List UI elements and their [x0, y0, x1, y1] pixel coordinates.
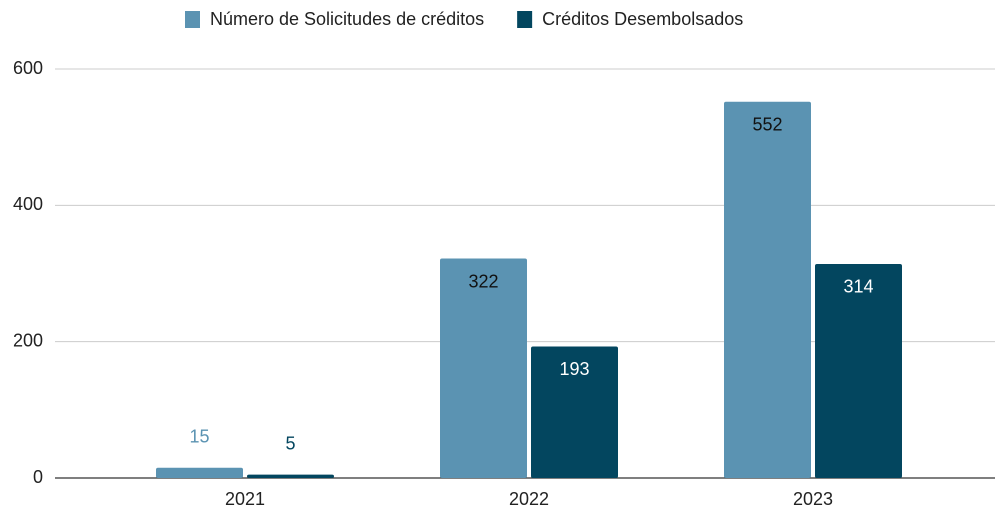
data-label: 552	[752, 114, 782, 134]
y-tick-label: 0	[33, 467, 43, 487]
data-label: 314	[843, 277, 873, 297]
bar	[156, 467, 243, 478]
x-tick-label: 2021	[225, 489, 265, 509]
legend-swatch	[185, 11, 200, 28]
bar	[247, 474, 334, 478]
bar	[815, 263, 902, 478]
legend-swatch	[517, 11, 533, 28]
x-tick-label: 2023	[793, 489, 833, 509]
data-label: 322	[468, 271, 498, 291]
legend-label: Créditos Desembolsados	[542, 9, 743, 29]
x-tick-label: 2022	[509, 489, 549, 509]
y-tick-label: 600	[13, 58, 43, 78]
legend-label: Número de Solicitudes de créditos	[210, 9, 484, 29]
y-tick-label: 400	[13, 194, 43, 214]
bar	[724, 101, 811, 478]
bar	[531, 346, 618, 478]
data-label: 15	[189, 427, 209, 447]
bar	[440, 258, 527, 478]
data-label: 5	[285, 433, 295, 453]
y-tick-label: 200	[13, 330, 43, 350]
data-label: 193	[559, 359, 589, 379]
